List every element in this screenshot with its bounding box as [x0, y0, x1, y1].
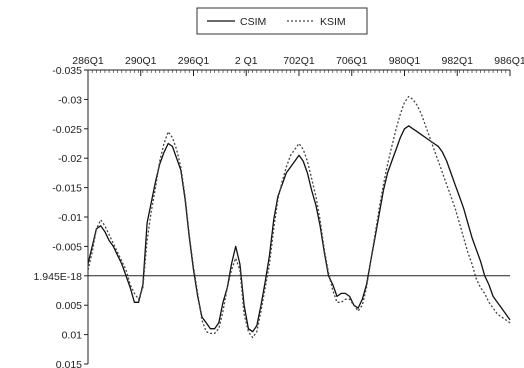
y-tick-label: -0.03: [58, 94, 82, 106]
y-tick-label: -0.025: [52, 124, 82, 136]
y-tick-label: 1.945E-18: [34, 271, 83, 283]
legend-label-ksim: KSIM: [320, 16, 346, 28]
x-tick-label: 982Q1: [441, 55, 473, 67]
x-tick-label: 702Q1: [283, 55, 315, 67]
y-tick-label: -0.01: [58, 212, 82, 224]
x-tick-label: 986Q1: [494, 55, 524, 67]
y-tick-label: -0.005: [52, 241, 82, 253]
chart-frame: [87, 69, 510, 364]
chart-series: [87, 95, 511, 339]
x-tick-label: 286Q1: [72, 55, 104, 67]
y-tick-label: 0.01: [62, 330, 83, 342]
x-tick-label: 2 Q1: [235, 55, 258, 67]
series-line-ksim: [87, 95, 511, 339]
y-tick-label: 0.015: [56, 359, 82, 368]
y-tick-label: -0.015: [52, 183, 82, 195]
y-tick-label: -0.02: [58, 153, 82, 165]
x-tick-label: 706Q1: [336, 55, 368, 67]
y-tick-label: 0.005: [56, 300, 82, 312]
x-tick-label: 290Q1: [125, 55, 157, 67]
y-axis-ticks: -0.035 -0.03 -0.025 -0.02 -0.015 -0.01 -0.005 1…: [34, 65, 88, 368]
x-tick-label: 296Q1: [178, 55, 210, 67]
legend-label-csim: CSIM: [240, 16, 266, 28]
series-line-csim: [87, 125, 511, 333]
chart-legend: CSIM KSIM: [196, 7, 368, 35]
x-tick-label: 980Q1: [389, 55, 421, 67]
y-tick-label: -0.035: [52, 65, 82, 77]
x-axis-ticks: 286Q1 290Q1 296Q1 2 Q1 702Q1 706Q1 980Q1 982Q1 9…: [72, 55, 524, 76]
